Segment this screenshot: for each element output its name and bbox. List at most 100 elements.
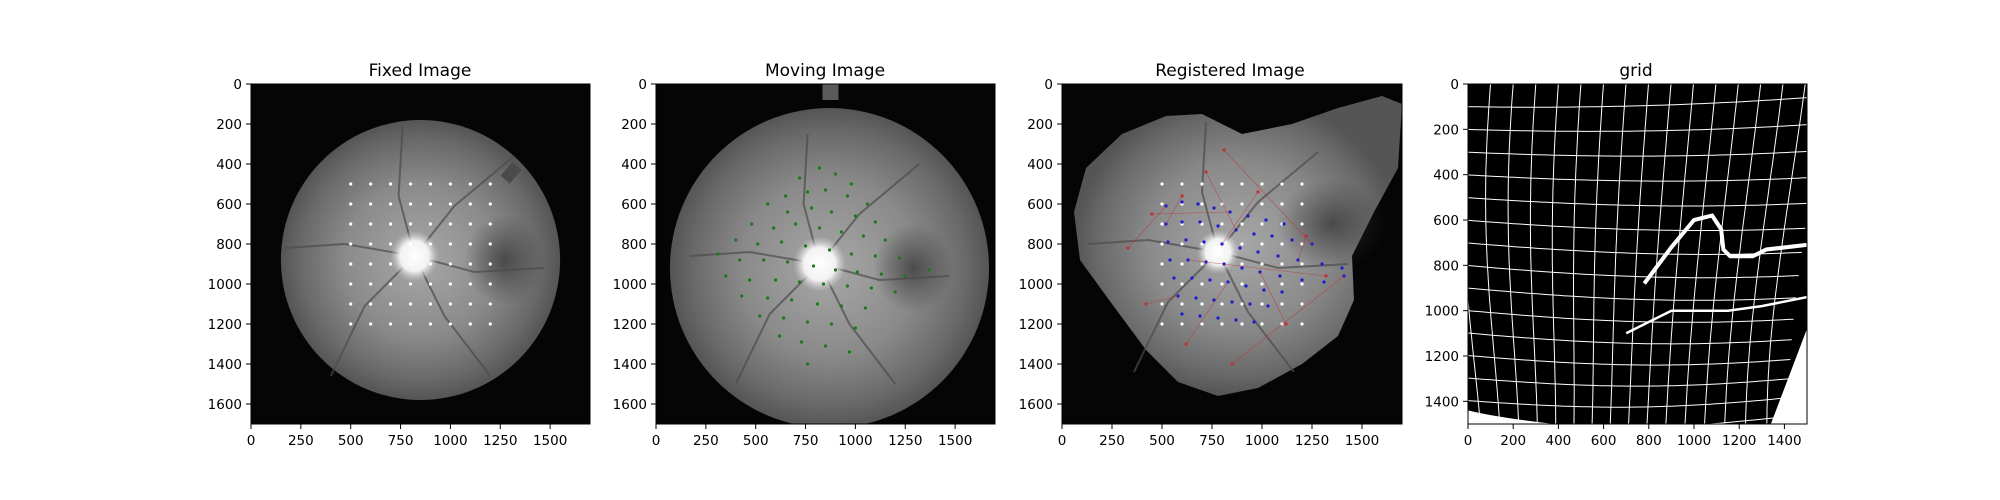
data-point <box>369 222 373 226</box>
x-tick-label: 1500 <box>938 433 972 449</box>
data-point <box>488 302 492 306</box>
data-point <box>847 350 852 354</box>
data-point <box>805 320 810 324</box>
grid-line-horizontal <box>1468 377 1790 387</box>
data-point <box>369 182 373 186</box>
data-point <box>1216 224 1220 228</box>
data-point <box>1180 312 1184 316</box>
data-point <box>388 202 393 206</box>
data-point <box>388 242 393 246</box>
data-point <box>1280 202 1284 206</box>
data-point <box>1320 262 1324 266</box>
grid-plot: 0 200 400 600 800 1000 1200 1400 0 200 400 600 800 10… <box>1425 77 1808 449</box>
data-point <box>1208 278 1212 282</box>
data-point <box>408 222 413 226</box>
data-point <box>845 284 850 288</box>
correspondence-line <box>1187 259 1327 277</box>
data-point <box>809 206 814 210</box>
axes-frame <box>655 83 996 425</box>
grid-line-vertical <box>1665 84 1694 424</box>
grid-line-horizontal <box>1468 174 1807 182</box>
data-point <box>1300 302 1304 306</box>
data-point <box>1262 288 1266 292</box>
data-point <box>1322 280 1326 284</box>
data-point <box>468 282 472 286</box>
grid-line-vertical <box>1628 84 1649 424</box>
data-point <box>349 282 353 286</box>
registered-image-panel: Registered Image 0 250 500 750 1000 1250 15000… <box>1019 61 1403 449</box>
data-point <box>468 182 472 186</box>
data-point <box>468 322 472 326</box>
correspondence-line <box>1259 271 1287 325</box>
data-point <box>855 270 860 274</box>
grid-line-horizontal <box>1468 287 1796 301</box>
y-tick-label: 1200 <box>208 317 242 333</box>
data-point <box>1240 266 1244 270</box>
dark-region <box>1277 179 1387 269</box>
data-point <box>897 256 901 260</box>
grid-line-vertical <box>1551 84 1559 424</box>
moving-image-panel: Moving Image 0 250 500 750 1000 1250 1500 0 200 4… <box>613 61 996 449</box>
data-point <box>797 176 802 180</box>
data-point <box>784 194 788 198</box>
data-point <box>1194 296 1198 300</box>
x-tick-label: 1250 <box>888 433 922 449</box>
notch-marker <box>822 84 839 100</box>
data-point <box>1234 318 1238 322</box>
data-point <box>803 244 808 248</box>
data-point <box>1220 282 1224 286</box>
data-point <box>468 222 472 226</box>
data-point <box>845 194 850 198</box>
macula <box>464 215 545 305</box>
data-point <box>1280 182 1284 186</box>
data-point <box>1260 242 1264 246</box>
data-point <box>1200 202 1204 206</box>
data-point <box>428 262 433 266</box>
panel-title: Registered Image <box>1155 61 1305 81</box>
data-point <box>428 182 433 186</box>
y-tick-label: 600 <box>621 197 647 213</box>
data-point <box>823 188 828 192</box>
x-tick-label: 600 <box>1591 433 1617 449</box>
data-point <box>1200 302 1204 306</box>
panel-title: grid <box>1619 61 1652 81</box>
data-point <box>1240 282 1244 286</box>
grid-line-horizontal <box>1468 124 1807 132</box>
y-tick-label: 200 <box>1433 122 1459 138</box>
y-tick-label: 800 <box>1433 258 1459 274</box>
data-point <box>1260 302 1264 306</box>
data-point <box>1260 282 1264 286</box>
data-point <box>1278 274 1282 278</box>
data-point <box>1180 322 1184 326</box>
data-point <box>833 172 838 176</box>
y-tick-label: 1000 <box>1425 304 1459 320</box>
x-tick-label: 1250 <box>483 433 517 449</box>
grid-line-horizontal <box>1468 265 1799 279</box>
data-point <box>827 248 832 252</box>
data-point <box>829 322 834 326</box>
data-point <box>1240 222 1244 226</box>
x-tick-label: 1500 <box>1345 433 1379 449</box>
grid-line-horizontal <box>1468 150 1807 157</box>
data-point <box>1256 250 1260 254</box>
grid-line-horizontal <box>1468 415 1789 424</box>
y-tick-label: 1000 <box>613 277 647 293</box>
y-tick-label: 1000 <box>1019 277 1053 293</box>
data-point <box>448 182 453 186</box>
data-point <box>793 222 798 226</box>
data-point <box>1180 182 1184 186</box>
data-point <box>468 242 472 246</box>
data-point <box>408 282 413 286</box>
y-tick-label: 400 <box>1027 157 1053 173</box>
data-point <box>388 302 393 306</box>
data-point <box>488 262 492 266</box>
x-tick-label: 250 <box>1099 433 1125 449</box>
x-tick-label: 500 <box>338 433 364 449</box>
grid-line-vertical <box>1507 84 1520 424</box>
data-point <box>1266 304 1270 308</box>
data-point <box>448 202 453 206</box>
panel-title: Fixed Image <box>369 61 472 81</box>
data-point <box>408 242 413 246</box>
data-point <box>778 334 782 338</box>
data-point <box>782 316 786 320</box>
